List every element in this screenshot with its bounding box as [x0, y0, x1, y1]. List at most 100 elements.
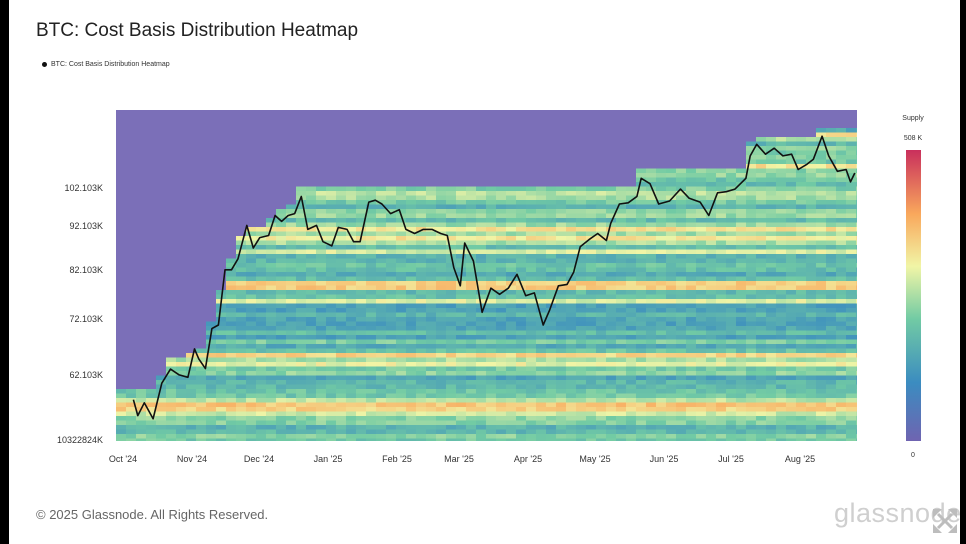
heatmap-cell	[636, 249, 647, 255]
heatmap-cell	[556, 218, 567, 223]
heatmap-cell	[216, 353, 227, 358]
heatmap-cell	[416, 186, 427, 192]
heatmap-cell	[786, 366, 797, 372]
heatmap-cell	[266, 366, 277, 372]
heatmap-cell	[836, 380, 847, 385]
heatmap-cell	[706, 402, 717, 408]
heatmap-cell	[516, 245, 527, 250]
heatmap-cell	[346, 407, 357, 412]
heatmap-cell	[686, 272, 697, 277]
heatmap-cell	[476, 218, 487, 223]
heatmap-cell	[766, 285, 777, 291]
heatmap-cell	[276, 317, 287, 322]
heatmap-cell	[846, 276, 857, 282]
heatmap-cell	[126, 434, 137, 439]
heatmap-cell	[166, 425, 177, 430]
heatmap-cell	[816, 249, 827, 255]
expand-icon[interactable]	[930, 506, 960, 536]
heatmap-cell	[646, 267, 657, 273]
heatmap-cell	[476, 204, 487, 210]
heatmap-cell	[676, 191, 687, 196]
heatmap-cell	[516, 420, 527, 426]
heatmap-cell	[726, 353, 737, 358]
heatmap-cell	[626, 420, 637, 426]
heatmap-cell	[816, 182, 827, 187]
heatmap-cell	[496, 389, 507, 394]
heatmap-cell	[426, 191, 437, 196]
heatmap-cell	[746, 420, 757, 426]
heatmap-cell	[156, 416, 167, 421]
heatmap-cell	[506, 299, 517, 304]
heatmap-cell	[376, 312, 387, 318]
heatmap-cell	[356, 317, 367, 322]
heatmap-cell	[806, 348, 817, 354]
heatmap-cell	[426, 317, 437, 322]
heatmap-cell	[606, 371, 617, 376]
heatmap-cell	[476, 240, 487, 246]
heatmap-cell	[466, 227, 477, 232]
heatmap-cell	[806, 173, 817, 178]
heatmap-cell	[496, 317, 507, 322]
heatmap-cell	[276, 434, 287, 439]
heatmap-cell	[806, 326, 817, 331]
heatmap-cell	[266, 218, 277, 223]
heatmap-cell	[246, 389, 257, 394]
heatmap-cell	[786, 177, 797, 183]
heatmap-cell	[726, 231, 737, 237]
heatmap-cell	[476, 411, 487, 417]
heatmap-cell	[626, 335, 637, 340]
heatmap-cell	[826, 330, 837, 336]
heatmap-cell	[696, 227, 707, 232]
chart-legend[interactable]: BTC: Cost Basis Distribution Heatmap	[42, 61, 170, 68]
heatmap-cell	[476, 267, 487, 273]
heatmap-cell	[726, 200, 737, 205]
heatmap-cell	[666, 267, 677, 273]
heatmap-cell	[696, 312, 707, 318]
heatmap-cell	[566, 227, 577, 232]
heatmap-cell	[686, 240, 697, 246]
heatmap-cell	[726, 222, 737, 228]
heatmap-cell	[306, 231, 317, 237]
heatmap-cell	[836, 249, 847, 255]
heatmap-cell	[786, 263, 797, 268]
heatmap-cell	[256, 267, 267, 273]
heatmap-cell	[326, 384, 337, 390]
heatmap-cell	[596, 299, 607, 304]
heatmap-cell	[386, 267, 397, 273]
heatmap-cell	[226, 294, 237, 300]
heatmap-cell	[516, 258, 527, 264]
heatmap-cell	[336, 236, 347, 241]
heatmap-cell	[666, 416, 677, 421]
heatmap-cell	[596, 245, 607, 250]
heatmap-cell	[746, 159, 757, 165]
heatmap-cell	[166, 380, 177, 385]
heatmap-cell	[696, 393, 707, 399]
heatmap-cell	[366, 357, 377, 363]
heatmap-cell	[356, 209, 367, 214]
heatmap-cell	[276, 371, 287, 376]
heatmap-cell	[466, 434, 477, 439]
heatmap-cell	[796, 236, 807, 241]
heatmap-cell	[596, 249, 607, 255]
heatmap-cell	[296, 303, 307, 309]
heatmap-cell	[246, 420, 257, 426]
heatmap-cell	[716, 308, 727, 313]
heatmap-cell	[756, 254, 767, 259]
heatmap-cell	[496, 213, 507, 219]
heatmap-cell	[326, 317, 337, 322]
heatmap-cell	[196, 429, 207, 435]
heatmap-cell	[676, 434, 687, 439]
heatmap-cell	[376, 407, 387, 412]
heatmap-cell	[626, 285, 637, 291]
heatmap-cell	[576, 294, 587, 300]
heatmap-cell	[296, 393, 307, 399]
heatmap-cell	[576, 398, 587, 403]
heatmap-cell	[786, 425, 797, 430]
heatmap-cell	[836, 231, 847, 237]
heatmap-cell	[656, 398, 667, 403]
heatmap-cell	[456, 213, 467, 219]
heatmap-cell	[326, 407, 337, 412]
heatmap-cell	[446, 335, 457, 340]
heatmap-cell	[796, 231, 807, 237]
